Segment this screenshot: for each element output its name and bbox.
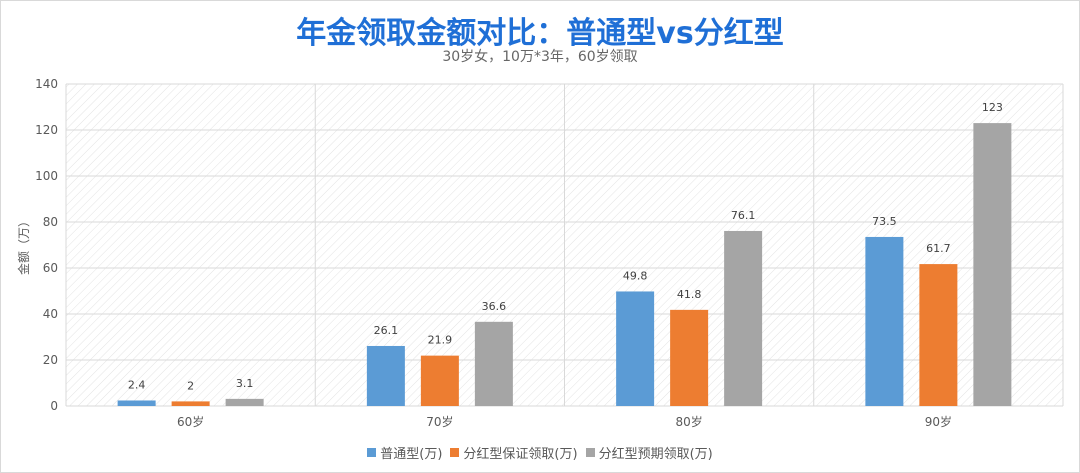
data-label: 61.7: [926, 242, 951, 255]
bar: [865, 236, 904, 406]
bar: [919, 264, 958, 406]
bar: [117, 400, 156, 406]
y-tick-label: 20: [43, 353, 58, 367]
y-axis-ticks: 0 20 40 60 80 100 120 140: [35, 77, 58, 413]
x-tick-label: 70岁: [426, 414, 453, 429]
bars: [117, 123, 1012, 406]
data-label: 41.8: [677, 288, 702, 301]
y-tick-label: 80: [43, 215, 58, 229]
data-label: 2.4: [128, 378, 146, 391]
bar: [670, 309, 709, 406]
x-tick-label: 90岁: [925, 414, 952, 429]
legend-item-series-1: 普通型(万): [367, 443, 442, 462]
data-label: 36.6: [482, 300, 507, 313]
y-tick-label: 140: [35, 77, 58, 91]
y-tick-label: 60: [43, 261, 58, 275]
data-label: 76.1: [731, 209, 756, 222]
chart-subtitle: 30岁女，10万*3年，60岁领取: [442, 49, 638, 65]
data-label: 26.1: [374, 324, 399, 337]
x-tick-label: 80岁: [675, 414, 702, 429]
y-tick-label: 120: [35, 123, 58, 137]
legend-swatch: [450, 448, 460, 457]
legend-swatch: [367, 448, 377, 457]
x-tick-label: 60岁: [177, 414, 204, 429]
bar: [724, 230, 763, 406]
data-label: 123: [982, 101, 1003, 114]
data-label: 21.9: [428, 334, 453, 347]
bar: [420, 355, 459, 406]
y-tick-label: 0: [50, 399, 58, 413]
bar: [171, 401, 210, 406]
bar: [474, 321, 513, 406]
data-label: 2: [187, 379, 194, 392]
legend-item-series-3: 分红型预期领取(万): [585, 443, 713, 462]
legend-label: 分红型保证领取(万): [463, 447, 578, 462]
x-axis-ticks: 60岁 70岁 80岁 90岁: [177, 414, 952, 429]
legend-item-series-2: 分红型保证领取(万): [450, 443, 578, 462]
bar: [973, 123, 1012, 406]
y-axis-label: 金额（万）: [16, 215, 31, 275]
bar: [366, 345, 405, 406]
legend-label: 普通型(万): [380, 447, 443, 462]
y-tick-label: 40: [43, 307, 58, 321]
bar: [225, 398, 264, 406]
data-label: 3.1: [236, 377, 254, 390]
data-label: 73.5: [872, 215, 897, 228]
y-tick-label: 100: [35, 169, 58, 183]
data-labels: 2.4 26.1 49.8 73.5 2 21.9 41.8 61.7 3.1 36.6 76.1 1…: [128, 101, 1003, 392]
legend-label: 分红型预期领取(万): [598, 447, 713, 462]
bar: [616, 291, 655, 406]
data-label: 49.8: [623, 269, 648, 282]
legend: 普通型(万) 分红型保证领取(万) 分红型预期领取(万): [0, 443, 1080, 462]
legend-swatch: [585, 448, 595, 457]
chart-title: 年金领取金额对比：普通型vs分红型: [296, 16, 784, 51]
